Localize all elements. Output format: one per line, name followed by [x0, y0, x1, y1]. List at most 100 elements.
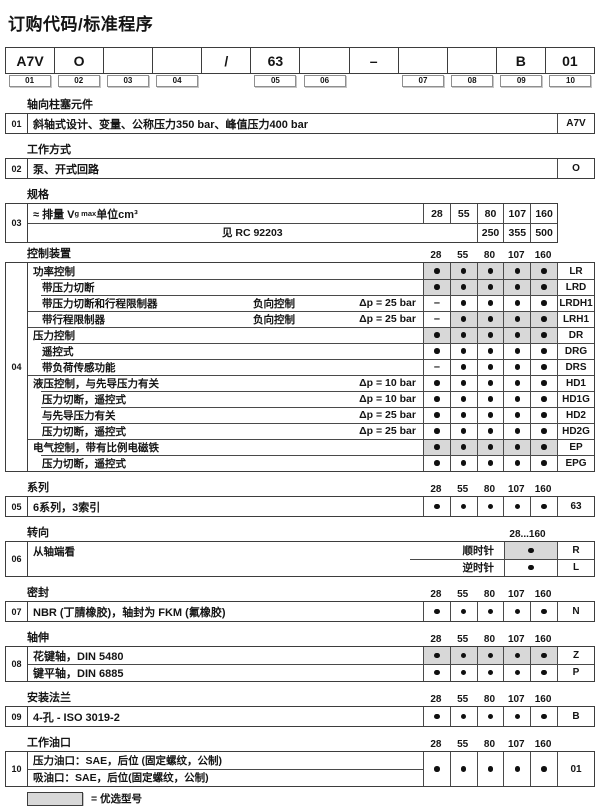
section-table: 10 压力油口：SAE，后位 (固定螺纹，公制) 吸油口：SAE，后位(固定螺纹，公… — [5, 751, 595, 787]
availability-cell — [423, 647, 450, 664]
availability-cell — [503, 602, 530, 621]
size-header: 80 — [483, 739, 496, 750]
size-header: 55 — [457, 589, 469, 600]
dot-icon — [487, 380, 494, 386]
availability-cell — [476, 707, 504, 726]
availability-cell — [530, 263, 557, 279]
availability-cell — [423, 664, 450, 681]
dot-icon — [487, 428, 494, 434]
section-header: 规格 — [5, 189, 595, 202]
availability-cell — [476, 359, 504, 375]
availability-cell — [476, 295, 504, 311]
table-row: 液压控制，与先导压力有关 Δp = 10 bar HD1 — [28, 375, 594, 391]
dot-icon — [514, 608, 521, 615]
availability-cell: – — [423, 295, 450, 311]
availability-cell — [449, 263, 477, 279]
code-field-cell: – — [348, 48, 398, 73]
control-type-label: 负向控制 — [253, 297, 295, 310]
size-header-row: 28 55 80 107 160 — [423, 250, 557, 261]
dot-icon — [434, 268, 440, 274]
section-07: 密封 28 55 80 107 160 07 NBR (丁腈橡胶)，轴封为 FKM (氟橡胶)… — [5, 587, 595, 622]
dot-icon — [434, 766, 440, 772]
availability-cell — [530, 343, 557, 359]
position-number-slot: 09 — [497, 75, 546, 89]
size-header: 107 — [507, 589, 525, 600]
dot-icon — [541, 364, 547, 370]
section-name: 规格 — [27, 189, 49, 201]
dot-icon — [487, 284, 494, 290]
table-row: 遥控式 DRG — [28, 343, 594, 359]
row-label: 6系列，3索引 — [33, 501, 101, 514]
size-value-cell: 500 — [530, 223, 557, 242]
dot-icon — [487, 713, 494, 720]
row-label: 压力切断，遥控式 — [42, 393, 126, 406]
dot-icon — [541, 713, 547, 720]
code-cell: P — [557, 664, 594, 681]
availability-cell — [423, 423, 450, 439]
position-number-slot — [349, 75, 398, 89]
availability-cell — [530, 423, 557, 439]
row-label: 4-孔 - ISO 3019-2 — [33, 711, 120, 724]
code-cell: R — [557, 542, 594, 559]
availability-cell — [503, 707, 530, 726]
row-label: 压力切断，遥控式 — [42, 457, 126, 470]
size-header: 55 — [457, 739, 469, 750]
dot-icon — [460, 284, 467, 290]
dot-icon — [514, 332, 521, 338]
dot-icon — [434, 428, 440, 434]
section-name: 安装法兰 — [27, 692, 71, 704]
section-name: 轴向柱塞元件 — [27, 99, 93, 111]
position-number-row: 01 02 03 04 05 06 07 08 09 10 — [5, 75, 595, 89]
code-field-cell — [446, 48, 496, 73]
code-cell: O — [557, 159, 594, 178]
availability-cell — [503, 343, 530, 359]
availability-cell — [423, 497, 450, 516]
dot-icon — [541, 316, 547, 322]
dot-icon — [487, 460, 494, 466]
dot-icon — [434, 332, 440, 338]
table-row: 带压力切断和行程限制器 负向控制 Δp = 25 bar – LRDH1 — [28, 295, 594, 311]
table-row: 顺时针 R — [410, 542, 594, 559]
row-label: 与先导压力有关 — [42, 409, 116, 422]
dot-icon — [487, 300, 494, 306]
position-number-slot: 10 — [546, 75, 595, 89]
dot-icon — [460, 766, 467, 772]
availability-cell — [530, 311, 557, 327]
row-label: 带压力切断 — [42, 281, 95, 294]
preferred-legend: = 优选型号 — [27, 791, 595, 806]
code-cell: EP — [557, 439, 594, 455]
position-number-slot: 05 — [251, 75, 300, 89]
size-header-row: 28 55 80 107 160 — [423, 589, 557, 600]
row-label: 斜轴式设计、变量、公称压力350 bar、峰值压力400 bar — [33, 118, 309, 131]
table-row: 4-孔 - ISO 3019-2 B — [28, 707, 594, 726]
size-value-cell: 28 — [423, 204, 450, 223]
size-header: 28 — [430, 484, 442, 495]
availability-cell — [530, 602, 557, 621]
table-row: 压力切断，遥控式 Δp = 25 bar HD2G — [28, 423, 594, 439]
dot-icon — [487, 652, 494, 659]
availability-cell — [476, 279, 504, 295]
size-value-cell: 160 — [530, 204, 557, 223]
availability-cell — [503, 279, 531, 295]
code-field-cell: / — [201, 48, 250, 73]
table-row: 电气控制，带有比例电磁铁 EP — [28, 439, 594, 455]
size-header: 28 — [430, 694, 442, 705]
availability-cell — [423, 602, 450, 621]
position-number: 08 — [6, 647, 28, 681]
size-header-row: 28 55 80 107 160 — [423, 694, 557, 705]
dot-icon — [541, 332, 547, 338]
dot-icon — [434, 669, 440, 676]
position-number: 02 — [6, 159, 28, 178]
availability-cell: – — [423, 359, 450, 375]
position-number-slot: 06 — [300, 75, 349, 89]
position-number: 07 — [401, 75, 444, 87]
subscript: g max — [74, 209, 97, 218]
row-label: 带负荷传感功能 — [42, 361, 116, 374]
dot-icon — [541, 652, 547, 659]
size-header: 107 — [507, 250, 525, 261]
dot-icon — [434, 412, 440, 418]
size-header: 55 — [457, 484, 469, 495]
row-label: 见 RC 92203 — [221, 227, 283, 239]
rows-area: 6系列，3索引 63 — [28, 497, 594, 516]
